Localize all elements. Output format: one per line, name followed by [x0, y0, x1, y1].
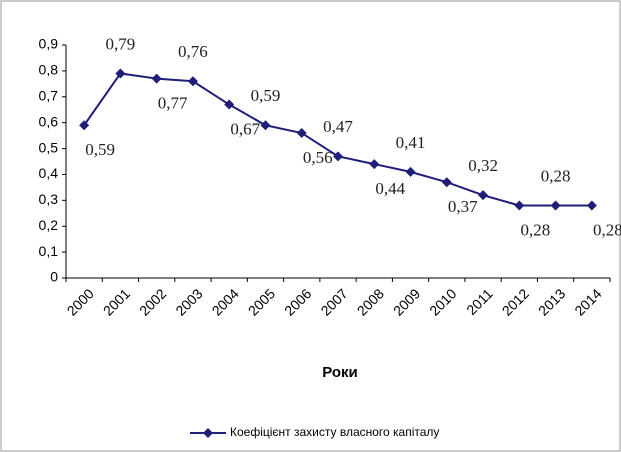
point	[224, 99, 235, 110]
point	[369, 159, 380, 170]
point	[187, 76, 198, 87]
y-tick-label: 0,2	[39, 217, 59, 233]
y-tick-label: 0,7	[39, 87, 59, 103]
point	[586, 200, 597, 211]
value-label: 0,77	[158, 94, 188, 113]
value-label: 0,56	[303, 148, 333, 167]
y-tick-label: 0,4	[39, 165, 59, 181]
x-axis-title: Роки	[322, 364, 358, 381]
value-label: 0,59	[85, 140, 115, 159]
point	[79, 120, 90, 131]
value-label: 0,47	[323, 117, 353, 136]
point	[550, 200, 561, 211]
value-label: 0,28	[593, 220, 621, 239]
y-tick-label: 0,6	[39, 113, 59, 129]
point	[514, 200, 525, 211]
y-tick-label: 0,3	[39, 191, 59, 207]
point	[115, 68, 126, 79]
point	[151, 73, 162, 84]
y-tick-label: 0,1	[39, 243, 59, 259]
value-label: 0,44	[375, 179, 405, 198]
point	[333, 151, 343, 162]
y-tick-label: 0	[50, 269, 58, 285]
y-tick-label: 0,8	[39, 62, 59, 78]
point	[296, 128, 307, 139]
value-label: 0,28	[520, 220, 550, 239]
value-label: 0,79	[106, 34, 136, 53]
value-label: 0,76	[178, 42, 208, 61]
point	[260, 120, 271, 131]
y-tick-label: 0,5	[39, 139, 59, 155]
y-tick-label: 0,9	[39, 36, 59, 52]
point	[405, 166, 416, 177]
legend-marker	[203, 428, 213, 438]
legend-label: Коефіцієнт захисту власного капіталу	[230, 425, 439, 439]
point	[478, 190, 489, 201]
value-label: 0,28	[541, 166, 571, 185]
value-label: 0,37	[448, 197, 478, 216]
value-label: 0,67	[230, 119, 260, 138]
value-label: 0,59	[251, 86, 281, 105]
point	[441, 177, 452, 188]
value-label: 0,41	[396, 133, 426, 152]
value-label: 0,32	[468, 156, 498, 175]
